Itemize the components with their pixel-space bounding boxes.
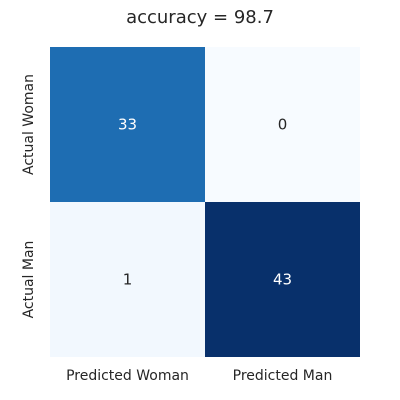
cell-value-r1-c0: 1 xyxy=(123,271,133,289)
column-label-1: Predicted Man xyxy=(233,368,333,384)
cell-value-r0-c0: 33 xyxy=(118,116,137,134)
row-label-0: Actual Woman xyxy=(21,74,37,175)
cell-value-r0-c1: 0 xyxy=(278,116,288,134)
heatmap-cell-r0-c1 xyxy=(205,47,360,202)
row-label-1: Actual Man xyxy=(21,241,37,319)
cell-value-r1-c1: 43 xyxy=(273,271,292,289)
heatmap-cell-r1-c0 xyxy=(50,202,205,357)
chart-title: accuracy = 98.7 xyxy=(126,7,274,28)
heatmap-cell-r1-c1 xyxy=(205,202,360,357)
heatmap-cell-r0-c0 xyxy=(50,47,205,202)
heatmap-cell-labels: 33 0 1 43 xyxy=(118,116,292,289)
heatmap-cells xyxy=(50,47,360,357)
row-tick-labels: Actual Woman Actual Man xyxy=(21,74,37,318)
column-tick-labels: Predicted Woman Predicted Man xyxy=(66,368,332,384)
column-label-0: Predicted Woman xyxy=(66,368,189,384)
